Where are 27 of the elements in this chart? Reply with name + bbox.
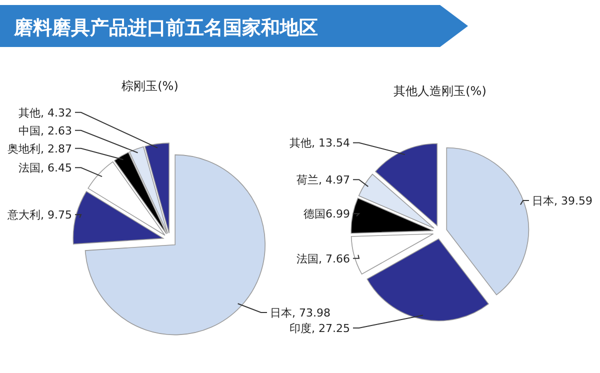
data-label: , 4.97 [318, 174, 350, 187]
data-label: , 13.54 [312, 136, 350, 150]
chart-subtitle: 棕刚玉(%) [122, 79, 178, 93]
data-label: , 4.32 [40, 106, 72, 120]
data-label: , 27.25 [312, 322, 350, 336]
slice-label: 日本 [532, 194, 554, 208]
slice-label: 其他 [290, 136, 312, 150]
data-label: , 9.75 [40, 208, 72, 222]
data-label: , 6.45 [40, 162, 72, 175]
chart-title: 磨料磨具产品进口前五名国家和地区 [13, 17, 318, 39]
slice-label: 荷兰 [296, 174, 318, 187]
slice-label: 日本 [270, 306, 292, 320]
slice-label: 意大利 [6, 208, 40, 222]
slice-label: 中国 [18, 124, 40, 138]
chart-title: 其他人造刚玉(%) [394, 84, 486, 98]
slice-label: 法国 [18, 162, 40, 175]
data-label: , 7.66 [318, 252, 350, 266]
slice-label: 奥地利 [8, 142, 40, 156]
slice-label: 法国 [296, 252, 318, 266]
slice-label: 德国 [304, 208, 326, 221]
data-label: 6.99 [326, 208, 350, 221]
data-label: , 73.98 [292, 306, 330, 320]
data-label: , 39.59 [554, 194, 592, 208]
data-label: , 2.87 [40, 142, 72, 156]
slice-label: 其他 [18, 106, 40, 120]
data-label: , 2.63 [40, 124, 72, 138]
slice-label: 印度 [290, 322, 312, 336]
